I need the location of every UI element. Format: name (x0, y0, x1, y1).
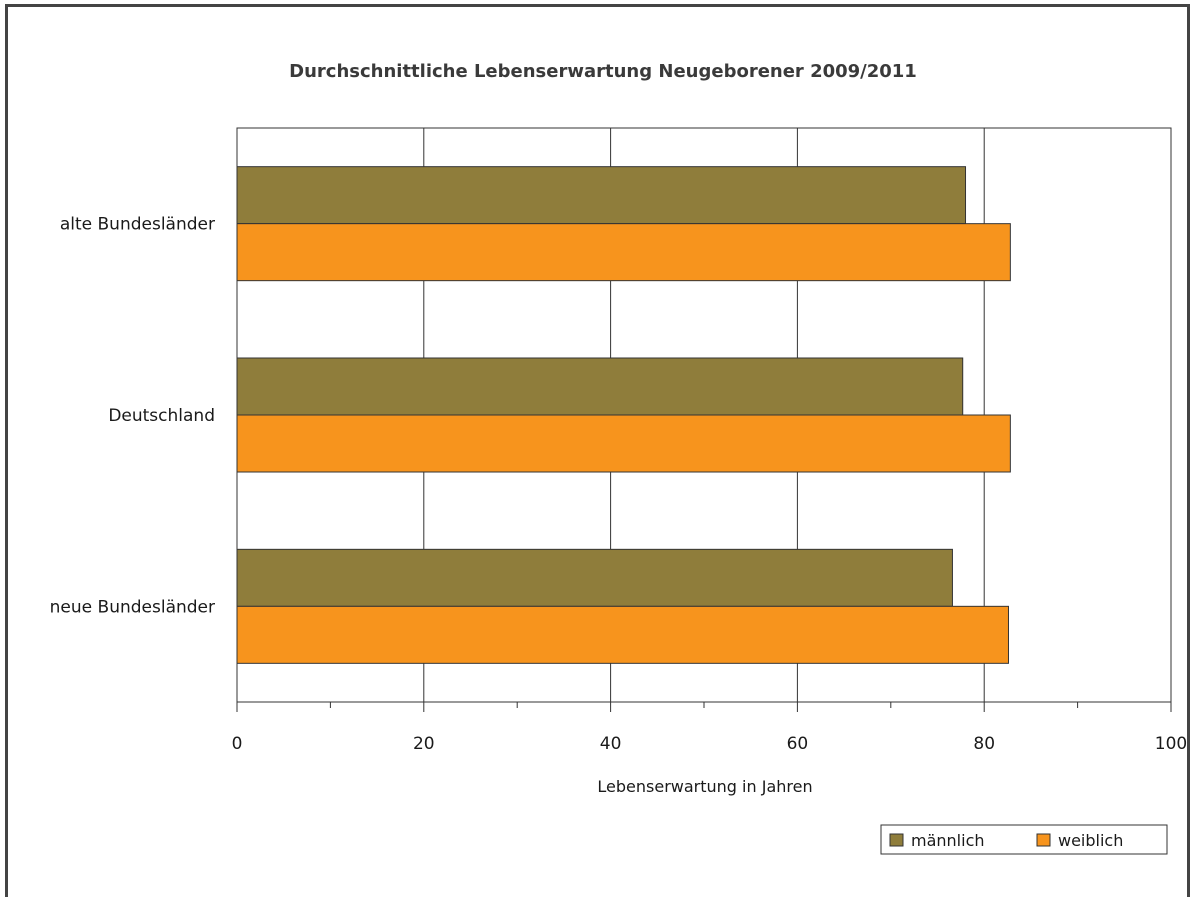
x-tick-label: 80 (973, 734, 995, 754)
bar (236, 605, 1009, 664)
chart-title: Durchschnittliche Lebenserwartung Neugeb… (289, 61, 917, 82)
x-tick-label: 40 (600, 734, 622, 754)
x-tick-label: 100 (1155, 734, 1187, 754)
x-tick-label: 20 (413, 734, 435, 754)
legend-label: weiblich (1058, 831, 1123, 850)
bars (236, 166, 1011, 664)
bar (236, 223, 1011, 282)
legend-label: männlich (911, 831, 985, 850)
category-label: Deutschland (108, 406, 215, 426)
legend-box (880, 824, 1168, 855)
x-tick-label: 60 (787, 734, 809, 754)
category-label: neue Bundesländer (50, 597, 215, 617)
legend-swatch (889, 833, 904, 847)
x-axis: 0 20 40 60 80 100 (232, 702, 1187, 754)
category-labels: alte Bundesländer Deutschland neue Bundesl… (50, 215, 215, 618)
x-tick-label: 0 (232, 734, 243, 754)
bar (236, 548, 953, 607)
bar (236, 414, 1011, 473)
legend: männlich weiblich (880, 824, 1168, 855)
category-label: alte Bundesländer (60, 215, 215, 235)
x-axis-label: Lebenserwartung in Jahren (597, 777, 812, 796)
legend-swatch (1036, 833, 1051, 847)
bar (236, 357, 964, 416)
bar (236, 166, 967, 225)
